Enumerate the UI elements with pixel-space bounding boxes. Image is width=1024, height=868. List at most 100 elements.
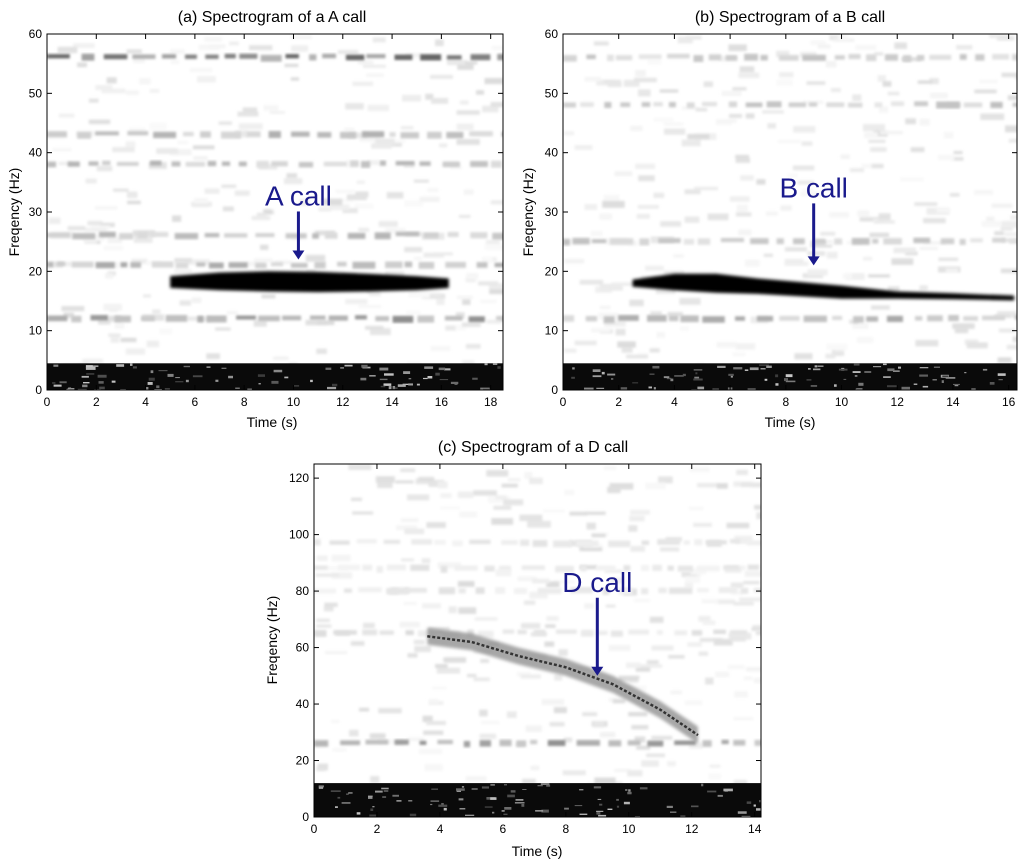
panel-c-noise-speck bbox=[619, 676, 639, 682]
panel-a-noise-speck bbox=[491, 45, 503, 50]
panel-b-low-band-speck bbox=[663, 376, 670, 379]
panel-b-noise-band-segment bbox=[563, 315, 575, 322]
panel-c-noise-speck bbox=[378, 708, 402, 714]
panel-b-noise-speck bbox=[923, 241, 945, 245]
panel-b-noise-speck bbox=[852, 323, 869, 329]
panel-c-noise-speck bbox=[609, 483, 634, 490]
panel-c-noise-band-segment bbox=[533, 629, 546, 635]
panel-c-noise-band-segment bbox=[394, 739, 409, 745]
panel-b-noise-speck bbox=[919, 118, 930, 126]
panel-b-noise-speck bbox=[603, 194, 620, 201]
panel-a-low-band-speck bbox=[167, 373, 174, 377]
panel-a-noise-speck bbox=[113, 188, 129, 192]
panel-b-noise-band-segment bbox=[948, 315, 959, 322]
panel-b-noise-band-segment bbox=[902, 55, 912, 62]
panel-c-low-band-speck bbox=[409, 813, 417, 817]
panel-a-low-band-speck bbox=[384, 373, 394, 376]
panel-c-noise-speck bbox=[635, 666, 651, 672]
panel-a-noise-speck bbox=[406, 310, 421, 315]
panel-b-low-band-speck bbox=[843, 378, 847, 380]
panel-a-low-band-speck bbox=[427, 376, 433, 379]
panel-b-low-band-speck bbox=[964, 372, 967, 374]
panel-b-noise-speck bbox=[859, 217, 884, 222]
panel-c-noise-band-segment bbox=[602, 588, 610, 595]
panel-b-noise-speck bbox=[1010, 215, 1017, 220]
panel-c-noise-speck bbox=[327, 566, 349, 570]
panel-c-low-band-speck bbox=[579, 813, 588, 815]
panel-a-noise-band-segment bbox=[420, 54, 442, 61]
panel-b-low-band-speck bbox=[653, 387, 656, 390]
panel-b-noise-speck bbox=[882, 81, 892, 87]
panel-a-noise-speck bbox=[67, 226, 86, 231]
panel-b-noise-band-segment bbox=[720, 238, 744, 243]
panel-c-low-band-speck bbox=[753, 804, 756, 807]
panel-a-low-band-speck bbox=[247, 388, 252, 390]
panel-c-low-band-speck bbox=[628, 789, 631, 792]
panel-c-noise-speck bbox=[628, 525, 638, 532]
panel-c-low-band-speck bbox=[504, 784, 507, 786]
panel-b-low-band-speck bbox=[814, 365, 818, 368]
panel-c-noise-speck bbox=[395, 480, 414, 484]
panel-a-noise-speck bbox=[105, 273, 114, 279]
panel-b-low-band-speck bbox=[858, 382, 864, 386]
panel-b-low-band-speck bbox=[932, 379, 937, 381]
panel-a-noise-speck bbox=[234, 190, 250, 196]
panel-c-noise-band-segment bbox=[610, 630, 623, 637]
panel-a-noise-speck bbox=[486, 319, 502, 324]
panel-b-noise-band-segment bbox=[686, 102, 695, 109]
panel-a-noise-speck bbox=[126, 191, 138, 199]
panel-c-noise-speck bbox=[495, 569, 512, 577]
panel-a-noise-speck bbox=[490, 200, 503, 205]
panel-c-noise-speck bbox=[607, 486, 621, 494]
panel-b-low-band-speck bbox=[775, 374, 779, 378]
panel-b-low-band-speck bbox=[813, 368, 821, 371]
panel-b-noise-speck bbox=[1007, 95, 1017, 101]
panel-c-noise-band-segment bbox=[438, 587, 456, 595]
panel-a-low-band-speck bbox=[424, 366, 434, 369]
panel-c-y-tick-label: 20 bbox=[296, 754, 310, 768]
panel-a-noise-band-segment bbox=[366, 54, 386, 59]
panel-a-y-tick-label: 10 bbox=[29, 324, 43, 338]
panel-a-noise-band-segment bbox=[395, 161, 415, 166]
panel-c-low-band-speck bbox=[723, 788, 733, 792]
panel-b-x-tick-label: 4 bbox=[671, 395, 678, 409]
panel-a-noise-speck bbox=[489, 283, 503, 290]
panel-c-noise-band-segment bbox=[697, 588, 709, 593]
panel-a-y-tick-label: 60 bbox=[29, 27, 43, 41]
panel-a-y-tick-label: 50 bbox=[29, 86, 43, 100]
panel-c-noise-band-segment bbox=[721, 739, 729, 745]
panel-a-noise-speck bbox=[366, 73, 384, 77]
panel-c-noise-speck bbox=[726, 522, 750, 529]
panel-a-noise-band-segment bbox=[120, 262, 128, 268]
panel-b-low-band-speck bbox=[785, 380, 796, 383]
panel-c-low-band-speck bbox=[456, 788, 465, 791]
panel-a-noise-speck bbox=[133, 56, 145, 64]
panel-c-noise-band-segment bbox=[501, 540, 518, 545]
panel-c-noise-speck bbox=[396, 525, 417, 531]
panel-a-low-band-speck bbox=[183, 365, 190, 368]
panel-c-low-band-speck bbox=[484, 806, 493, 808]
panel-a-noise-speck bbox=[103, 246, 124, 251]
panel-a-noise-band-segment bbox=[379, 160, 386, 166]
panel-c-noise-band-segment bbox=[440, 565, 448, 573]
panel-a-noise-speck bbox=[125, 141, 136, 148]
panel-b-noise-speck bbox=[735, 212, 752, 217]
panel-a-noise-speck bbox=[338, 50, 359, 54]
panel-b-noise-speck bbox=[599, 213, 613, 220]
panel-a-noise-band-segment bbox=[206, 315, 227, 323]
panel-b-low-band-speck bbox=[759, 364, 769, 366]
panel-b-noise-speck bbox=[663, 122, 684, 126]
panel-b-noise-speck bbox=[597, 312, 619, 320]
panel-c-noise-band-segment bbox=[733, 739, 746, 746]
panel-b-noise-speck bbox=[829, 211, 849, 218]
panel-c-noise-speck bbox=[658, 476, 673, 484]
panel-a-low-band-speck bbox=[116, 364, 125, 367]
panel-a-noise-band-segment bbox=[102, 160, 111, 166]
panel-b-noise-speck bbox=[762, 110, 784, 114]
panel-b-noise-band-segment bbox=[832, 315, 843, 320]
panel-b-low-band-speck bbox=[592, 369, 601, 372]
panel-c-noise-speck bbox=[506, 711, 517, 718]
panel-a-low-band-speck bbox=[85, 365, 93, 368]
panel-a-noise-band-segment bbox=[204, 233, 220, 238]
